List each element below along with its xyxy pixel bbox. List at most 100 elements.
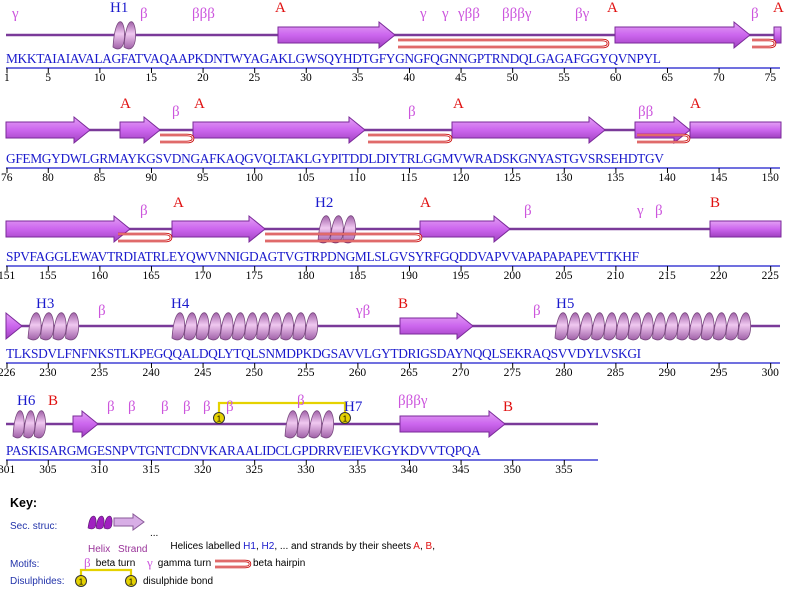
sheet-label: A (194, 96, 205, 112)
residue-number: 280 (555, 367, 573, 379)
key-disulphides-label: Disulphides: (10, 576, 65, 587)
residue-number: 335 (348, 464, 367, 476)
turn-label: β (533, 303, 541, 319)
hairpin-row1-b (752, 38, 777, 49)
turn-label: β (751, 6, 759, 22)
strand-row4-b (399, 311, 474, 341)
key-sheet-b: B (425, 541, 433, 552)
key-strand-word: Strand (118, 544, 148, 555)
key-ellipsis: ... (150, 528, 159, 539)
helix-h7 (284, 410, 335, 439)
residue-number: 225 (761, 270, 779, 282)
sheet-label: B (503, 399, 514, 415)
residue-number: 180 (297, 270, 315, 282)
key-hairpin-sample-inner (215, 560, 251, 568)
residue-number: 220 (710, 270, 728, 282)
residue-number: 45 (455, 72, 467, 84)
strand-row3-c (419, 214, 511, 244)
turn-label: γ (420, 6, 427, 22)
residue-number: 185 (348, 270, 367, 282)
sheet-label: B (710, 195, 721, 211)
residue-number: 170 (194, 270, 212, 282)
helix-h3 (27, 312, 80, 341)
turn-label: β (524, 203, 532, 219)
residue-number: 195 (452, 270, 470, 282)
residue-number: 95 (197, 172, 209, 184)
turn-label: β (408, 104, 416, 120)
hairpin-row3-b-inner (265, 233, 422, 242)
residue-number: 75 (764, 72, 777, 84)
residue-number: 125 (503, 172, 521, 184)
residue-number: 325 (245, 464, 263, 476)
key-comma-1: , (255, 541, 262, 552)
strand-row3-a (5, 214, 131, 244)
helix-label: H1 (110, 0, 129, 16)
residue-number: 10 (93, 72, 106, 84)
helix-label: H3 (36, 296, 55, 312)
residue-number: 265 (400, 367, 418, 379)
helix-h2 (317, 215, 357, 244)
sheet-label: A (690, 96, 701, 112)
key-h2: H2 (261, 541, 275, 552)
residue-number: 300 (761, 367, 779, 379)
residue-number: 340 (400, 464, 418, 476)
turn-label: β (128, 399, 136, 415)
residue-number: 301 (0, 464, 16, 476)
turn-label: γ (12, 6, 19, 22)
strand-row3-b (171, 214, 266, 244)
residue-number: 165 (142, 270, 160, 282)
disulphide-marker-label-2: 1 (343, 415, 348, 424)
key-beta-symbol: β (84, 555, 91, 570)
strand-row2-f (689, 121, 782, 139)
key-disulphide-link (79, 568, 133, 579)
sheet-label: A (420, 195, 431, 211)
residue-number: 35 (351, 72, 364, 84)
sequence-row-3: SPVFAGGLEWAVTRDIATRLEYQWVNNIGDAGTVGTRPDN… (6, 249, 639, 264)
strand-row1-c (773, 26, 782, 44)
residue-number: 290 (658, 367, 676, 379)
hairpin-row3-a-inner (118, 233, 172, 242)
hairpin-row1-a (398, 38, 610, 49)
hairpin-row2-b (368, 133, 453, 144)
strand-row2-d (451, 115, 606, 145)
residue-number: 295 (710, 367, 728, 379)
disulphide-marker-2 (339, 412, 351, 424)
hairpin-row1-a-inner (398, 39, 609, 48)
turn-label: γ (637, 203, 644, 219)
residue-number: 315 (142, 464, 160, 476)
strand-row5-a (72, 409, 99, 439)
key-beta-turn: beta turn (93, 558, 139, 569)
sheet-label: A (773, 0, 784, 16)
residue-number: 230 (39, 367, 57, 379)
key-disulphide-bond: disulphide bond (143, 576, 214, 587)
turn-label: β (297, 393, 305, 409)
turn-label: β (140, 6, 148, 22)
hairpin-row2-a-inner (160, 134, 194, 143)
residue-number: 1 (4, 72, 10, 84)
strand-row4-a (5, 311, 23, 341)
residue-number: 210 (606, 270, 625, 282)
residue-number: 255 (297, 367, 315, 379)
key-comma-3: , (432, 541, 435, 552)
residue-number: 130 (555, 172, 573, 184)
sheet-label: A (607, 0, 618, 16)
key-gamma-turn: gamma turn (155, 558, 214, 569)
residue-number: 25 (248, 72, 261, 84)
residue-number: 90 (145, 172, 157, 184)
key-strand-sample (113, 513, 145, 531)
key-helices-text: Helices labelled (170, 541, 244, 552)
sheet-label: A (173, 195, 184, 211)
helix-label: H6 (17, 393, 36, 409)
residue-number: 160 (90, 270, 109, 282)
residue-number: 110 (348, 172, 366, 184)
key-helix-sample (87, 515, 113, 530)
residue-number: 200 (503, 270, 521, 282)
turn-label: βγ (575, 6, 590, 22)
sequence-row-4: TLKSDVLFNFNKSTLKPEGQQALDQLYTQLSNMDPKDGSA… (6, 346, 641, 361)
residue-number: 105 (297, 172, 315, 184)
turn-label: γβ (356, 303, 371, 319)
residue-number: 275 (503, 367, 521, 379)
hairpin-row1-b-inner (752, 39, 776, 48)
key-sec-struc-text: Helices labelled H1, H2, ... and strands… (150, 515, 435, 572)
